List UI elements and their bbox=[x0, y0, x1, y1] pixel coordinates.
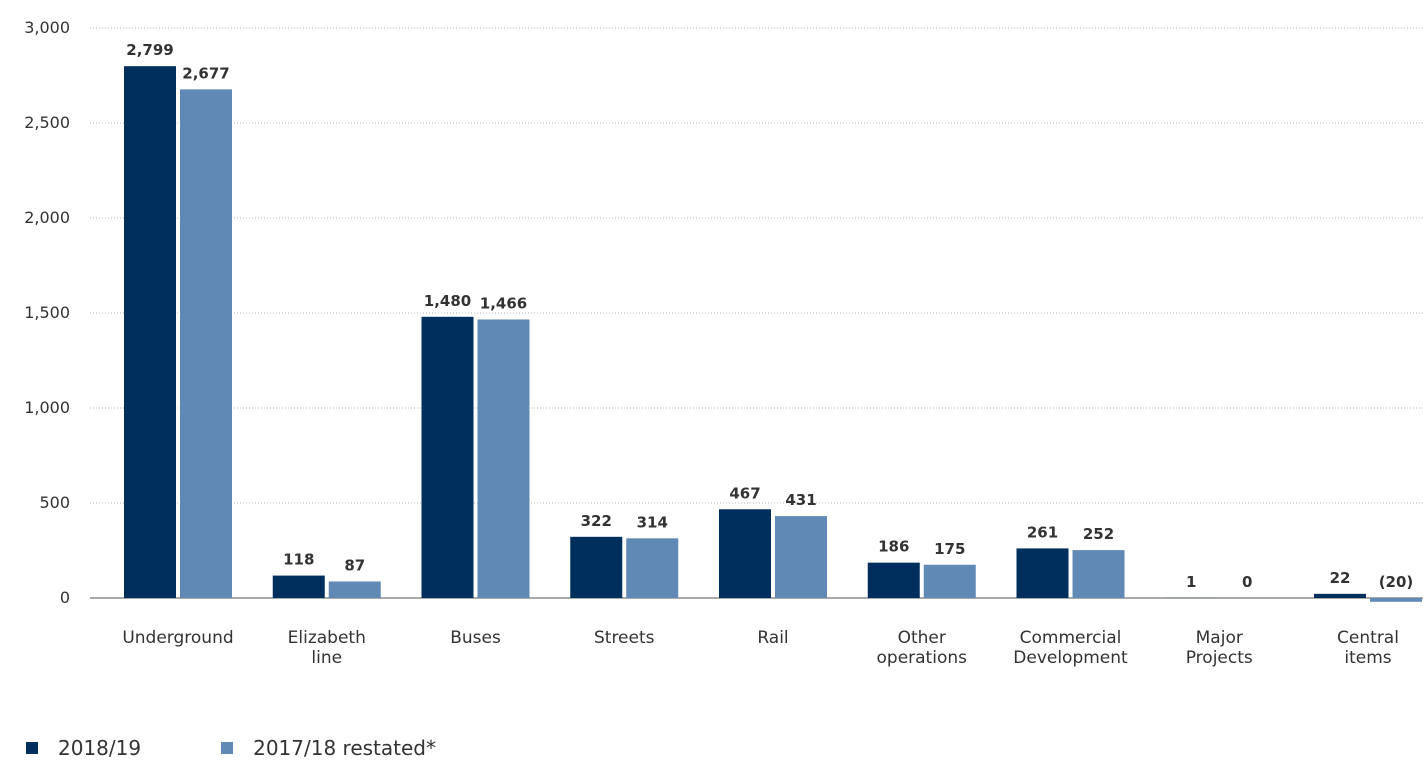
data-label: 1 bbox=[1186, 573, 1196, 591]
y-tick-label: 0 bbox=[60, 588, 70, 607]
x-category-label: Underground bbox=[122, 628, 233, 648]
bar bbox=[422, 317, 474, 598]
bar bbox=[180, 89, 232, 598]
bar bbox=[478, 319, 530, 598]
bar bbox=[1370, 598, 1422, 602]
y-tick-label: 2,500 bbox=[24, 113, 70, 132]
data-label: 175 bbox=[934, 540, 965, 558]
data-label: 118 bbox=[283, 551, 314, 569]
data-label: 2,677 bbox=[182, 64, 229, 82]
data-label: (20) bbox=[1379, 573, 1414, 591]
legend-label-2017-18-restated: 2017/18 restated* bbox=[253, 736, 436, 760]
y-tick-label: 1,000 bbox=[24, 398, 70, 417]
data-label: 0 bbox=[1242, 573, 1252, 591]
data-label: 431 bbox=[785, 491, 816, 509]
data-label: 314 bbox=[637, 513, 668, 531]
bar bbox=[570, 537, 622, 598]
x-category-label: Buses bbox=[450, 628, 501, 648]
data-label: 1,480 bbox=[424, 292, 471, 310]
data-label: 467 bbox=[729, 484, 760, 502]
bars bbox=[124, 66, 1422, 602]
data-label: 22 bbox=[1330, 569, 1351, 587]
x-category-label: Rail bbox=[757, 628, 788, 648]
bar bbox=[775, 516, 827, 598]
legend-swatch-2017-18-restated bbox=[221, 742, 233, 754]
legend-item-2018-19: 2018/19 bbox=[26, 736, 141, 760]
x-category-label: Streets bbox=[594, 628, 655, 648]
bar bbox=[329, 581, 381, 598]
bar-chart: 0 500 1,000 1,500 2,000 2,500 3,000 2,799 2,677… bbox=[0, 0, 1423, 720]
bar bbox=[719, 509, 771, 598]
data-label: 2,799 bbox=[126, 41, 173, 59]
y-tick-label: 500 bbox=[39, 493, 70, 512]
bar bbox=[1017, 548, 1069, 598]
data-label: 87 bbox=[344, 556, 365, 574]
data-label: 252 bbox=[1083, 525, 1114, 543]
bar bbox=[124, 66, 176, 598]
data-label: 1,466 bbox=[480, 294, 527, 312]
bar bbox=[1073, 550, 1125, 598]
legend-label-2018-19: 2018/19 bbox=[58, 736, 141, 760]
y-axis-tick-labels: 0 500 1,000 1,500 2,000 2,500 3,000 bbox=[24, 18, 70, 607]
y-tick-label: 2,000 bbox=[24, 208, 70, 227]
legend-item-2017-18-restated: 2017/18 restated* bbox=[221, 736, 436, 760]
y-tick-label: 1,500 bbox=[24, 303, 70, 322]
bar bbox=[626, 538, 678, 598]
bar bbox=[1314, 594, 1366, 598]
data-label: 322 bbox=[581, 512, 612, 530]
bar bbox=[273, 576, 325, 598]
data-labels: 2,799 2,677 118 87 1,480 1,466 322 314 467 431 186… bbox=[126, 41, 1413, 591]
data-label: 261 bbox=[1027, 523, 1058, 541]
data-label: 186 bbox=[878, 538, 909, 556]
y-tick-label: 3,000 bbox=[24, 18, 70, 37]
legend-swatch-2018-19 bbox=[26, 742, 38, 754]
bar bbox=[868, 563, 920, 598]
bar bbox=[924, 565, 976, 598]
legend: 2018/19 2017/18 restated* bbox=[26, 736, 516, 760]
